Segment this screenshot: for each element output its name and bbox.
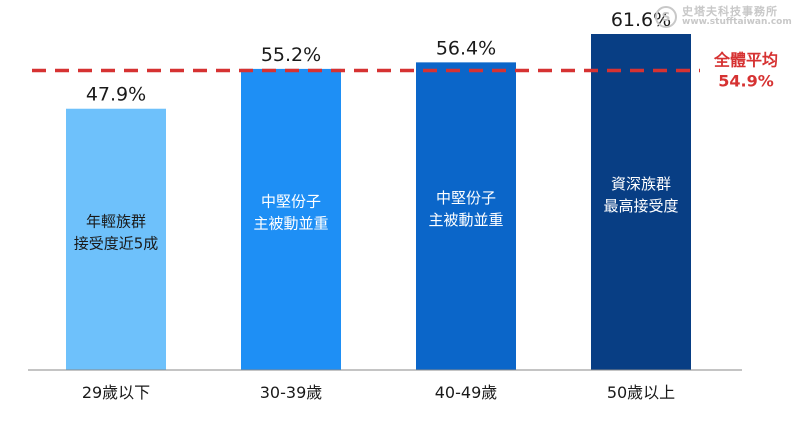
bar-value-label: 55.2%: [261, 44, 321, 66]
bar-annotation: 最高接受度: [603, 197, 678, 215]
bar-annotation: 主被動並重: [428, 211, 503, 229]
bar-annotation: 年輕族群: [86, 212, 146, 230]
bar-annotation: 資深族群: [611, 175, 671, 193]
watermark-logo-icon: S: [655, 6, 677, 28]
watermark-name: 史塔夫科技事務所: [682, 5, 778, 18]
x-tick-label: 50歲以上: [607, 383, 675, 402]
x-tick-label: 29歲以下: [82, 383, 150, 402]
bar: [416, 62, 516, 370]
bar-annotation: 中堅份子: [436, 189, 496, 207]
bar-annotation: 接受度近5成: [74, 234, 159, 252]
bar: [66, 108, 166, 371]
bar-annotation: 主被動並重: [253, 214, 328, 232]
average-value-label: 54.9%: [718, 72, 774, 91]
average-label: 全體平均: [713, 51, 778, 70]
bar: [241, 68, 341, 370]
x-tick-label: 30-39歲: [260, 383, 323, 402]
watermark: S 史塔夫科技事務所 www.stufftaiwan.com: [655, 2, 795, 32]
bar-annotation: 中堅份子: [261, 192, 321, 210]
bar: [591, 34, 691, 370]
x-tick-label: 40-49歲: [435, 383, 498, 402]
bar-value-label: 47.9%: [86, 84, 146, 106]
watermark-url: www.stufftaiwan.com: [682, 17, 792, 28]
bar-value-label: 56.4%: [436, 37, 496, 59]
